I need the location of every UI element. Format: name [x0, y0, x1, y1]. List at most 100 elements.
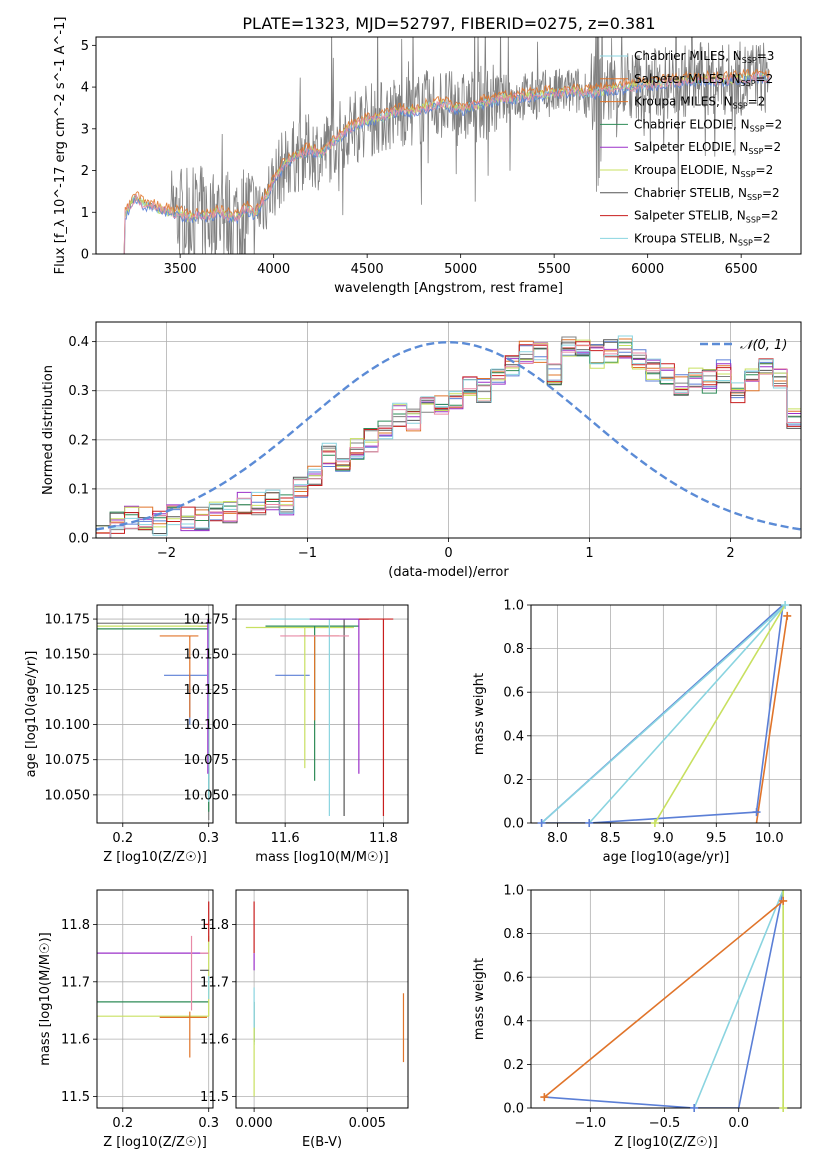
- x-tick-label: 10.0: [755, 831, 784, 846]
- y-tick-label: 2: [81, 164, 89, 179]
- x-tick-label: 8.5: [600, 831, 621, 846]
- legend-entry-label: Salpeter ELODIE, NSSP=2: [634, 140, 781, 156]
- x-tick-label: 0: [444, 546, 452, 561]
- y-axis-label: mass weight: [472, 958, 487, 1040]
- residuals-plot-area: [96, 335, 801, 538]
- y-tick-label: 0.2: [68, 433, 89, 448]
- spectrum-panel: 3500 4000 4500 5000 5500 6000 6500 0 1 2 3 4 5 wavele…: [53, 17, 802, 296]
- y-tick-label: 10.075: [184, 753, 230, 768]
- y-tick-label: 10.125: [184, 683, 230, 698]
- histogram-step-line: [96, 343, 801, 538]
- y-tick-label: 0.0: [503, 817, 524, 832]
- spectrum-model-line: [123, 74, 770, 254]
- y-tick-label: 0.4: [503, 729, 524, 744]
- axes-frame: [530, 604, 802, 824]
- y-tick-label: 11.6: [200, 1033, 229, 1048]
- y-tick-label: 5: [81, 39, 89, 54]
- x-tick-label: 0.2: [112, 1116, 133, 1131]
- y-tick-label: 11.5: [200, 1090, 229, 1105]
- mass_vs_Z-plot-area: [97, 901, 210, 1058]
- x-axis-label: Z [log10(Z/Z☉)]: [614, 1135, 718, 1150]
- y-axis-label: age [log10(age/yr)]: [24, 651, 39, 778]
- y-tick-label: 11.8: [200, 918, 229, 933]
- y-tick-label: 10.175: [184, 613, 230, 628]
- x-tick-label: 8.0: [547, 831, 568, 846]
- plus-marker: [779, 896, 788, 905]
- y-tick-label: 0.3: [68, 384, 89, 399]
- plus-marker: [540, 1093, 549, 1102]
- age_vs_mass-panel: 11.6 11.8 10.050 10.075 10.100 10.125 10.150 10…: [184, 604, 409, 865]
- x-tick-label: 0.3: [198, 1116, 219, 1131]
- y-tick-label: 10.125: [45, 683, 91, 698]
- y-tick-label: 0.0: [68, 532, 89, 547]
- axes-frame: [530, 889, 802, 1109]
- y-tick-label: 11.7: [200, 975, 229, 990]
- y-tick-label: 10.150: [184, 648, 230, 663]
- figure-title: PLATE=1323, MJD=52797, FIBERID=0275, z=0…: [242, 14, 655, 33]
- legend-entry-label: Chabrier STELIB, NSSP=2: [634, 186, 780, 202]
- age_vs_Z-panel: 0.2 0.3 10.050 10.075 10.100 10.125 10.150 10.1…: [24, 604, 219, 865]
- x-tick-label: 2: [726, 546, 734, 561]
- spectrum-plot-area: [123, 37, 770, 254]
- y-tick-label: 3: [81, 122, 89, 137]
- axes-frame: [235, 604, 409, 824]
- plus-marker: [690, 1104, 699, 1112]
- y-tick-label: 11.5: [61, 1090, 90, 1105]
- mass_vs_Z-panel: 0.2 0.3 11.5 11.6 11.7 11.8 Z [log10(Z/Z☉)] mas…: [38, 889, 219, 1150]
- y-tick-label: 10.100: [45, 718, 91, 733]
- x-tick-label: 0.2: [112, 831, 133, 846]
- x-tick-label: 0.3: [198, 831, 219, 846]
- histogram-step-line: [96, 339, 801, 529]
- histogram-step-line: [96, 335, 801, 538]
- y-tick-label: 11.8: [61, 918, 90, 933]
- spectrum-legend: Chabrier MILES, NSSP=3 Salpeter MILES, NS…: [600, 49, 782, 247]
- x-tick-label: 6500: [725, 262, 758, 277]
- y-tick-label: 10.175: [45, 613, 91, 628]
- plus-marker: [752, 808, 761, 817]
- legend-entry-label: Chabrier MILES, NSSP=3: [634, 49, 774, 65]
- axes-frame: [95, 36, 802, 255]
- histogram-step-line: [96, 338, 801, 534]
- x-tick-label: 11.8: [369, 831, 398, 846]
- plus-marker: [783, 611, 792, 620]
- histogram-step-line: [96, 339, 801, 534]
- y-tick-label: 11.7: [61, 975, 90, 990]
- mass-weight-line: [543, 900, 784, 1098]
- panels: 3500 4000 4500 5000 5500 6000 6500 0 1 2 3 4 5 wavele…: [24, 17, 802, 1150]
- x-tick-label: 9.5: [706, 831, 727, 846]
- x-tick-label: −2: [157, 546, 176, 561]
- plus-marker: [585, 819, 594, 827]
- x-tick-label: 0.0: [728, 1116, 749, 1131]
- residuals-panel: −2 −1 0 1 2 0.0 0.1 0.2 0.3 0.4 (data-model)/error…: [41, 321, 802, 580]
- y-axis-label: mass weight: [472, 673, 487, 755]
- y-tick-label: 0.4: [503, 1014, 524, 1029]
- plus-marker: [779, 1104, 788, 1112]
- x-tick-label: 1: [585, 546, 593, 561]
- y-tick-label: 0.2: [503, 1058, 524, 1073]
- x-tick-label: 0.005: [349, 1116, 386, 1131]
- y-tick-label: 11.6: [61, 1033, 90, 1048]
- y-tick-label: 0.0: [503, 1102, 524, 1117]
- x-tick-label: 3500: [164, 262, 197, 277]
- x-axis-label: Z [log10(Z/Z☉)]: [103, 850, 207, 865]
- x-axis-label: mass [log10(M/M☉)]: [255, 850, 388, 865]
- spectrum-model-line: [123, 68, 770, 254]
- mass-weight-line: [544, 890, 784, 1108]
- y-tick-label: 0.6: [503, 971, 524, 986]
- y-tick-label: 10.100: [184, 718, 230, 733]
- histogram-step-line: [96, 336, 801, 538]
- x-axis-label: wavelength [Angstrom, rest frame]: [334, 281, 563, 296]
- y-tick-label: 0.1: [68, 482, 89, 497]
- cum_Z-panel: −1.0 −0.5 0.0 0.0 0.2 0.4 0.6 0.8 1.0 Z [log10(Z/…: [472, 884, 802, 1150]
- y-tick-label: 1: [81, 206, 89, 221]
- y-tick-label: 4: [81, 81, 89, 96]
- y-tick-label: 0: [81, 248, 89, 263]
- cum_age-panel: 8.0 8.5 9.0 9.5 10.0 0.0 0.2 0.4 0.6 0.8 1.0 age [l…: [472, 599, 802, 865]
- x-tick-label: −1: [298, 546, 317, 561]
- spectrum-model-line: [123, 72, 770, 254]
- x-axis-label: E(B-V): [302, 1135, 342, 1150]
- histogram-step-line: [96, 341, 801, 534]
- y-tick-label: 0.6: [503, 686, 524, 701]
- x-tick-label: 0.000: [235, 1116, 272, 1131]
